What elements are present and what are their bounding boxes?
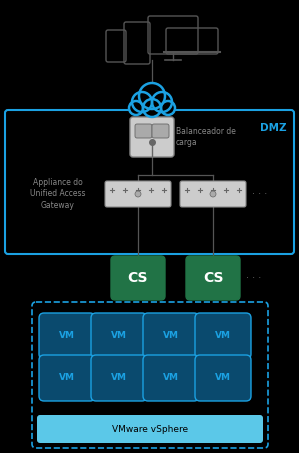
Text: VM: VM	[215, 332, 231, 341]
FancyBboxPatch shape	[135, 124, 152, 138]
Text: VM: VM	[215, 374, 231, 382]
FancyBboxPatch shape	[186, 256, 240, 300]
FancyBboxPatch shape	[152, 124, 169, 138]
Circle shape	[135, 191, 141, 197]
Text: VM: VM	[59, 332, 75, 341]
Text: VM: VM	[163, 332, 179, 341]
FancyBboxPatch shape	[195, 313, 251, 359]
FancyBboxPatch shape	[195, 355, 251, 401]
FancyBboxPatch shape	[91, 355, 147, 401]
FancyBboxPatch shape	[39, 355, 95, 401]
Circle shape	[132, 92, 152, 112]
Circle shape	[152, 92, 172, 112]
Text: Appliance do
Unified Access
Gateway: Appliance do Unified Access Gateway	[30, 178, 86, 210]
Text: VM: VM	[59, 374, 75, 382]
FancyBboxPatch shape	[130, 117, 174, 157]
Text: VMware vSphere: VMware vSphere	[112, 424, 188, 434]
Text: VM: VM	[111, 332, 127, 341]
FancyBboxPatch shape	[39, 313, 95, 359]
FancyBboxPatch shape	[91, 313, 147, 359]
FancyBboxPatch shape	[180, 181, 246, 207]
Text: VM: VM	[163, 374, 179, 382]
Text: DMZ: DMZ	[260, 123, 287, 133]
Circle shape	[210, 191, 216, 197]
Text: · · ·: · · ·	[246, 273, 261, 283]
Text: Balanceador de
carga: Balanceador de carga	[176, 127, 236, 147]
Circle shape	[139, 83, 165, 109]
Circle shape	[161, 101, 175, 115]
Text: VM: VM	[111, 374, 127, 382]
Circle shape	[143, 99, 161, 117]
Text: · · ·: · · ·	[252, 189, 267, 199]
FancyBboxPatch shape	[105, 181, 171, 207]
Text: CS: CS	[128, 271, 148, 285]
FancyBboxPatch shape	[143, 355, 199, 401]
Text: CS: CS	[203, 271, 223, 285]
Circle shape	[129, 101, 143, 115]
FancyBboxPatch shape	[143, 313, 199, 359]
FancyBboxPatch shape	[37, 415, 263, 443]
FancyBboxPatch shape	[111, 256, 165, 300]
